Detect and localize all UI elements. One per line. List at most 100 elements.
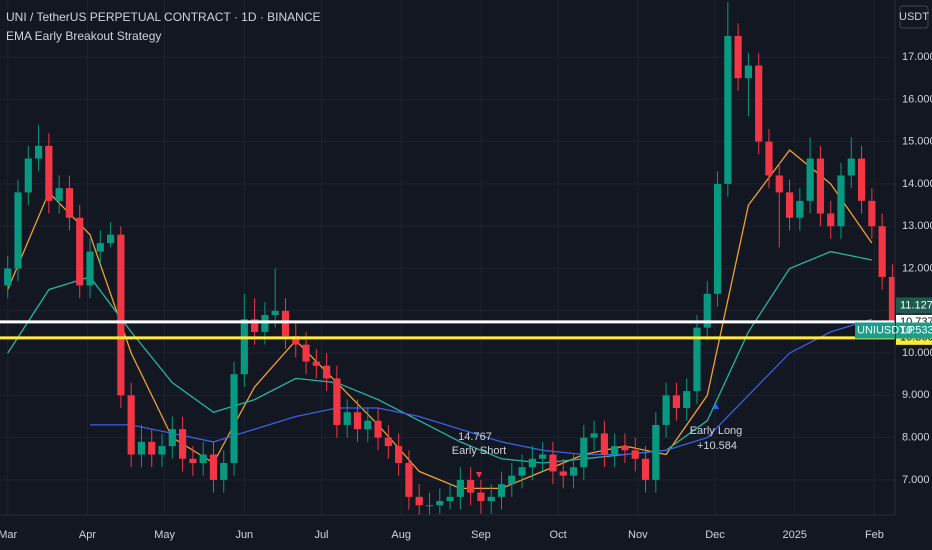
candle-body	[189, 458, 197, 463]
candle-body	[734, 35, 742, 79]
y-tick-label: 10.000	[902, 347, 932, 359]
y-tick-label: 9.000	[902, 389, 930, 401]
y-tick-label: 8.000	[902, 432, 930, 444]
candle-body	[755, 65, 763, 142]
candle-body	[456, 479, 464, 497]
y-tick-label: 17.000	[902, 51, 932, 63]
candle-body	[652, 424, 660, 480]
x-tick-label: Nov	[628, 529, 648, 541]
candle-body	[34, 145, 43, 159]
candle-body	[868, 200, 876, 227]
candle-body	[847, 158, 855, 176]
candle-body	[611, 446, 619, 455]
candle-body	[796, 200, 804, 218]
candle-body	[220, 462, 228, 480]
candle-body	[549, 454, 557, 472]
candle-body	[436, 501, 444, 506]
candle-body	[888, 276, 897, 331]
candle-body	[353, 412, 362, 430]
axis-labels: 7.0008.0009.00010.00011.00012.00013.0001…	[0, 51, 932, 541]
candle-body	[333, 378, 341, 425]
x-tick-label: Aug	[391, 529, 411, 541]
candle-body	[477, 492, 485, 502]
candle-body	[14, 192, 22, 269]
candle-body	[137, 441, 146, 455]
candle-body	[662, 395, 670, 425]
price-tag	[896, 297, 932, 314]
candle-body	[744, 65, 753, 79]
x-tick-label: 2025	[782, 529, 806, 541]
symbol-tag	[855, 322, 895, 339]
candle-body	[281, 310, 290, 337]
candle-body	[724, 35, 732, 184]
candle-body	[806, 158, 814, 201]
candle-body	[528, 458, 536, 468]
candle-body	[672, 395, 680, 409]
ema-line	[7, 250, 873, 464]
x-tick-label: Apr	[79, 529, 96, 541]
candle-body	[713, 183, 722, 294]
candle-body	[508, 475, 516, 485]
candle-body	[302, 344, 310, 362]
ema-lines	[7, 149, 873, 490]
candle-body	[559, 471, 567, 476]
ema-line	[7, 149, 873, 490]
candle-body	[405, 462, 413, 497]
annotation-text: Early Long	[690, 425, 743, 437]
candle-body	[45, 145, 53, 201]
candle-body	[65, 188, 74, 218]
y-tick-label: 15.000	[902, 136, 932, 148]
candle-body	[467, 479, 475, 493]
candle-body	[179, 429, 187, 459]
candle-body	[86, 251, 94, 286]
candle-body	[539, 454, 547, 459]
candle-body	[374, 420, 382, 438]
candle-body	[837, 175, 845, 227]
candle-body	[168, 429, 176, 447]
y-tick-label: 14.000	[902, 178, 932, 190]
candle-body	[703, 293, 711, 328]
candle-body	[364, 420, 372, 430]
candle-body	[425, 505, 434, 507]
candle-body	[497, 484, 506, 497]
candle-body	[323, 365, 331, 379]
candle-body	[76, 217, 84, 286]
symbol-label: UNIUSDT.P	[857, 324, 915, 336]
currency-label[interactable]: USDT	[899, 11, 929, 23]
candle-body	[600, 433, 608, 455]
candle-body	[487, 496, 495, 502]
candle-body	[446, 496, 454, 502]
candle-body	[312, 361, 320, 366]
candle-body	[209, 454, 218, 480]
price-axis	[895, 0, 932, 550]
candle-body	[765, 141, 773, 176]
x-tick-label: Mar	[0, 529, 18, 541]
x-tick-label: Sep	[471, 529, 491, 541]
candle-body	[106, 234, 115, 244]
candles	[4, 2, 897, 518]
candle-body	[395, 446, 403, 463]
annotation-price: 14.767	[458, 431, 492, 443]
x-tick-label: Jun	[235, 529, 253, 541]
candle-body	[415, 496, 423, 506]
candle-body	[683, 391, 691, 409]
candle-body	[96, 243, 104, 252]
candle-body	[199, 454, 207, 463]
y-tick-label: 13.000	[902, 220, 932, 232]
y-tick-label: 7.000	[902, 474, 930, 486]
candle-body	[251, 319, 259, 332]
candle-body	[343, 412, 351, 425]
candle-body	[4, 268, 12, 286]
price-tag-label: 10.533	[900, 324, 932, 336]
candle-body	[384, 437, 392, 447]
long-arrow	[713, 403, 719, 409]
y-tick-label: 12.000	[902, 262, 932, 274]
strategy-name: EMA Early Breakout Strategy	[6, 29, 161, 43]
candle-body	[518, 467, 526, 476]
currency-button[interactable]	[899, 5, 929, 29]
candle-body	[631, 450, 639, 459]
candle-body	[590, 433, 598, 438]
